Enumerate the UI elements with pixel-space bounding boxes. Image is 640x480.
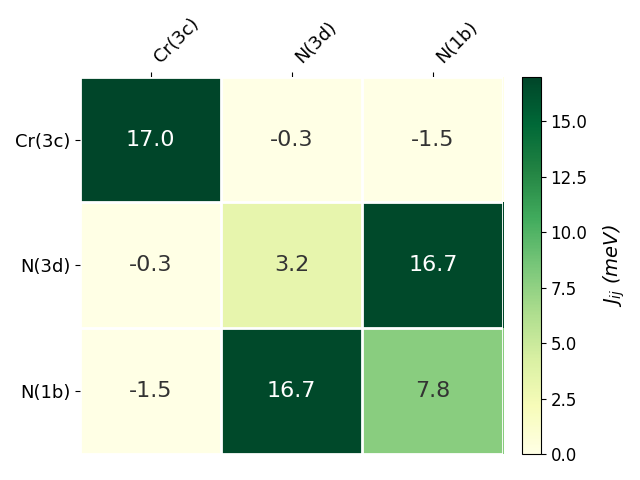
Text: 3.2: 3.2 bbox=[274, 255, 309, 276]
Text: -1.5: -1.5 bbox=[129, 381, 172, 401]
Text: 16.7: 16.7 bbox=[267, 381, 316, 401]
Text: -0.3: -0.3 bbox=[129, 255, 172, 276]
Text: -0.3: -0.3 bbox=[270, 130, 314, 149]
Text: 17.0: 17.0 bbox=[126, 130, 175, 149]
Y-axis label: $J_{ij}$ (meV): $J_{ij}$ (meV) bbox=[602, 224, 627, 307]
Text: 7.8: 7.8 bbox=[415, 381, 451, 401]
Text: -1.5: -1.5 bbox=[411, 130, 454, 149]
Text: 16.7: 16.7 bbox=[408, 255, 458, 276]
